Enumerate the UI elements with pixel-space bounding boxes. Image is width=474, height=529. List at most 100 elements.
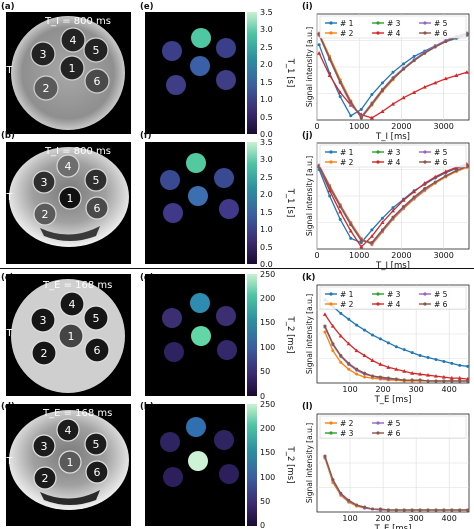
chart-i: 0 1000 2000 3000 T_I [ms] Signal intensity [a… bbox=[305, 13, 470, 142]
data-point bbox=[410, 378, 414, 382]
legend-label: # 5 bbox=[434, 148, 448, 157]
data-point bbox=[418, 378, 422, 382]
legend-marker bbox=[423, 21, 427, 25]
colorbar-t2 bbox=[247, 274, 257, 396]
legend-marker bbox=[376, 31, 380, 35]
data-point bbox=[380, 109, 385, 114]
data-point bbox=[370, 358, 375, 362]
x-tick-label: 3000 bbox=[433, 122, 453, 131]
data-point bbox=[441, 374, 446, 379]
data-point bbox=[331, 349, 335, 353]
air-bubble-artifact bbox=[40, 490, 100, 505]
series-6 bbox=[323, 324, 470, 383]
te-overlay-d: T_E = 168 ms bbox=[42, 408, 112, 419]
t1-map-e bbox=[145, 12, 245, 134]
te-overlay-c: T_E = 168 ms bbox=[42, 280, 112, 291]
panel-label-l: (l) bbox=[302, 402, 313, 412]
vial-label-3: 3 bbox=[40, 48, 47, 61]
data-point bbox=[454, 169, 458, 173]
cb-tick: 0.0 bbox=[260, 130, 273, 139]
legend-label: # 3 bbox=[387, 148, 401, 157]
data-point bbox=[433, 45, 437, 49]
legend-label: # 3 bbox=[387, 290, 401, 299]
legend-marker bbox=[329, 431, 333, 435]
map-vial-3 bbox=[160, 170, 180, 190]
data-point bbox=[412, 54, 416, 58]
data-point bbox=[380, 220, 385, 224]
map-vial-2 bbox=[163, 467, 183, 487]
vials bbox=[30, 27, 110, 101]
data-point bbox=[426, 508, 430, 512]
data-point bbox=[359, 107, 363, 111]
legend-marker bbox=[376, 421, 380, 425]
data-point bbox=[402, 205, 406, 209]
data-point bbox=[338, 95, 342, 99]
vial-label-5: 5 bbox=[93, 44, 100, 57]
y-axis-label: Signal intensity [a.u.] bbox=[305, 156, 314, 236]
cb-tick: 2.5 bbox=[260, 173, 273, 182]
y-axis-label: Signal intensity [a.u.] bbox=[305, 294, 314, 374]
data-point bbox=[391, 215, 395, 219]
vial-label-6: 6 bbox=[94, 466, 101, 479]
cb-tick: 100 bbox=[260, 343, 275, 352]
vial-4 bbox=[60, 27, 86, 53]
data-point bbox=[402, 62, 406, 66]
data-point bbox=[323, 324, 327, 328]
x-tick-label: 3000 bbox=[433, 251, 453, 260]
colorbar-t2-row4: 250 200 150 100 50 0 T_2 [ms] bbox=[247, 400, 295, 529]
chart-j: 0 1000 2000 3000 T_I [ms] Signal intensity [a… bbox=[305, 142, 470, 271]
x-axis-label: T_E [ms] bbox=[374, 395, 412, 405]
data-point bbox=[370, 102, 374, 106]
legend-label: # 4 bbox=[387, 29, 401, 38]
data-point bbox=[410, 351, 414, 355]
vial-5 bbox=[84, 168, 108, 192]
data-point bbox=[412, 90, 417, 94]
legend-label: # 6 bbox=[434, 158, 448, 167]
vial-2 bbox=[33, 202, 57, 226]
vial-label-4: 4 bbox=[69, 298, 76, 311]
legend-marker bbox=[329, 21, 333, 25]
panel-label-k: (k) bbox=[302, 273, 316, 283]
colorbar-ticks: 3.5 3.0 2.5 2.0 1.5 1.0 0.5 0.0 bbox=[260, 8, 273, 139]
map-vial-4 bbox=[186, 153, 206, 173]
data-point bbox=[378, 507, 382, 511]
data-point bbox=[347, 498, 351, 502]
vial-6 bbox=[84, 337, 110, 363]
data-point bbox=[422, 181, 427, 185]
data-point bbox=[317, 43, 321, 47]
data-point bbox=[466, 508, 470, 512]
data-point bbox=[442, 359, 446, 363]
data-point bbox=[444, 40, 448, 44]
data-point bbox=[355, 367, 359, 371]
data-point bbox=[412, 195, 416, 199]
mri-image-c: 4 3 5 1 2 6 T_E = 168 ms 3T bbox=[0, 274, 131, 396]
data-point bbox=[466, 379, 470, 383]
legend-marker bbox=[376, 302, 380, 306]
data-point bbox=[371, 507, 375, 511]
vial-numbers: 4 3 5 1 2 6 bbox=[41, 160, 101, 221]
data-point bbox=[391, 70, 395, 74]
data-point bbox=[359, 116, 363, 120]
t2-map-g bbox=[145, 274, 245, 396]
map-vial-6 bbox=[219, 464, 239, 484]
vial-3 bbox=[32, 170, 56, 194]
x-axis-label: T_E [ms] bbox=[374, 524, 412, 529]
data-point bbox=[346, 341, 351, 346]
data-point bbox=[423, 51, 427, 55]
y-axis-label: Signal intensity [a.u.] bbox=[305, 423, 314, 503]
cb-tick: 150 bbox=[260, 318, 275, 327]
field-label-row4: 7T bbox=[0, 456, 13, 467]
data-point bbox=[338, 217, 342, 221]
data-point bbox=[348, 228, 353, 233]
data-point bbox=[434, 357, 438, 361]
legend-label: # 4 bbox=[387, 158, 401, 167]
data-point bbox=[401, 198, 406, 202]
data-point bbox=[354, 348, 359, 353]
data-point bbox=[369, 234, 374, 238]
data-point bbox=[423, 187, 427, 191]
legend-label: # 1 bbox=[340, 148, 354, 157]
data-point bbox=[410, 371, 415, 375]
panel-label-f: (f) bbox=[140, 131, 152, 141]
legend-marker bbox=[329, 160, 333, 164]
map-vial-6 bbox=[217, 340, 237, 360]
